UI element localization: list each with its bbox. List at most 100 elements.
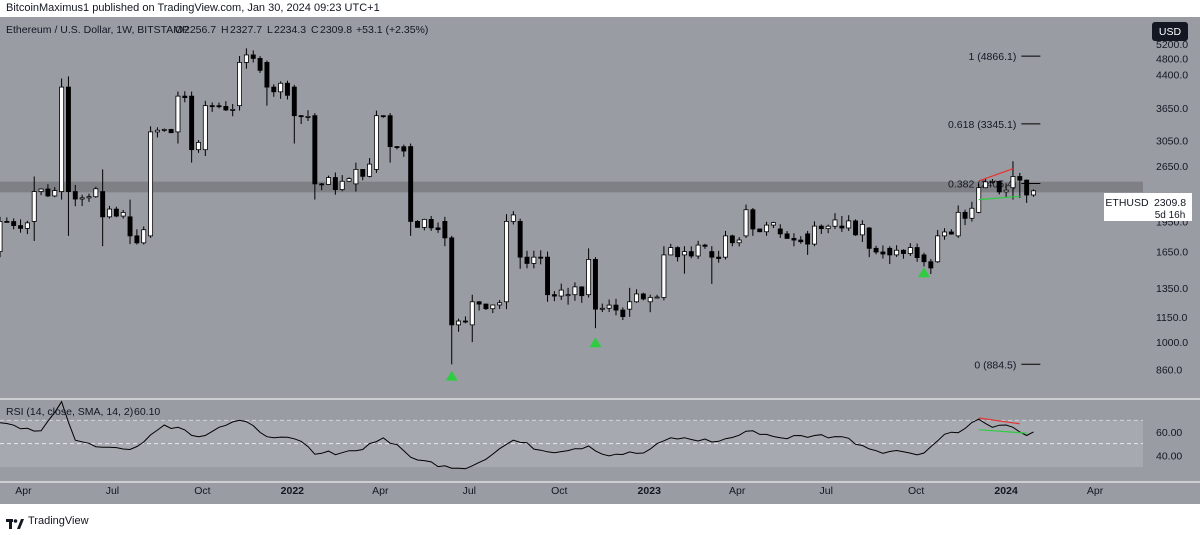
candle-body bbox=[168, 129, 174, 134]
candle-down bbox=[784, 231, 790, 239]
rsi-tick-label: 40.00 bbox=[1156, 450, 1182, 462]
candle-body bbox=[271, 86, 277, 93]
candle-body bbox=[839, 225, 845, 229]
candle-body bbox=[668, 247, 674, 256]
candle-up bbox=[743, 204, 749, 238]
chart-svg[interactable]: 1 (4866.1)0.618 (3345.1)0.382 (2405.4)0 … bbox=[0, 17, 1200, 504]
candle-up bbox=[510, 211, 516, 225]
candle-body bbox=[887, 247, 893, 256]
candle-body bbox=[524, 256, 530, 264]
ohlc-change: +53.1 (+2.35%) bbox=[356, 24, 428, 36]
time-tick-label: Apr bbox=[372, 485, 389, 497]
candle-down bbox=[620, 307, 626, 320]
candle-body bbox=[743, 209, 749, 237]
candle-body bbox=[360, 169, 366, 177]
candle-up bbox=[421, 218, 427, 231]
candle-body bbox=[31, 191, 37, 222]
candle-body bbox=[606, 304, 612, 309]
candle-body bbox=[907, 247, 913, 254]
candle-body bbox=[1017, 176, 1023, 181]
candle-body bbox=[812, 225, 817, 245]
candle-body bbox=[100, 191, 106, 218]
candle-up bbox=[764, 221, 770, 236]
candle-body bbox=[38, 188, 44, 192]
candle-body bbox=[900, 249, 906, 254]
ohlc-open-value: 2256.7 bbox=[184, 24, 216, 36]
candle-body bbox=[24, 222, 30, 229]
tradingview-logo[interactable]: TradingView bbox=[6, 515, 89, 529]
candle-up bbox=[846, 215, 852, 232]
candle-down bbox=[524, 250, 530, 269]
candle-body bbox=[476, 301, 482, 305]
time-tick-label: 2022 bbox=[281, 485, 305, 497]
ohlc-open-label: O bbox=[175, 24, 183, 36]
price-tick-label: 5200.0 bbox=[1156, 39, 1188, 51]
candle-body bbox=[11, 221, 17, 227]
candle-down bbox=[729, 234, 735, 247]
last-price-tag bbox=[1104, 193, 1150, 221]
candle-body bbox=[962, 211, 968, 219]
candle-down bbox=[127, 199, 133, 245]
time-tick-label: Oct bbox=[551, 485, 567, 497]
candle-body bbox=[688, 251, 694, 257]
candle-body bbox=[928, 261, 934, 269]
ohlc-low-value: 2234.3 bbox=[274, 24, 306, 36]
candle-body bbox=[1003, 189, 1009, 193]
candle-down bbox=[750, 208, 756, 236]
candle-up bbox=[86, 193, 92, 202]
candle-up bbox=[504, 214, 509, 310]
candle-down bbox=[818, 224, 824, 235]
candle-down bbox=[702, 243, 708, 249]
candle-up bbox=[634, 289, 639, 303]
candle-down bbox=[914, 243, 920, 262]
candle-down bbox=[442, 216, 448, 247]
candle-body bbox=[866, 227, 872, 249]
candle-down bbox=[948, 229, 954, 235]
candle-down bbox=[401, 144, 407, 157]
candle-up bbox=[497, 300, 503, 309]
candle-body bbox=[175, 95, 181, 133]
currency-button[interactable] bbox=[1152, 22, 1188, 41]
candle-down bbox=[168, 128, 174, 134]
candle-body bbox=[579, 286, 585, 297]
rsi-line bbox=[0, 400, 1034, 470]
candle-down bbox=[189, 91, 195, 163]
candle-body bbox=[196, 142, 201, 151]
candle-body bbox=[921, 254, 927, 263]
candle-up bbox=[196, 140, 201, 153]
candle-body bbox=[223, 106, 229, 111]
candle-up bbox=[695, 240, 701, 259]
candle-up bbox=[230, 103, 236, 117]
candle-down bbox=[271, 84, 277, 97]
candle-body bbox=[948, 231, 954, 235]
candle-body bbox=[182, 95, 188, 98]
candle-body bbox=[148, 131, 154, 237]
candle-up bbox=[955, 205, 961, 238]
time-tick-label: 2023 bbox=[638, 485, 662, 497]
candle-down bbox=[805, 230, 811, 255]
candle-down bbox=[209, 102, 215, 112]
candle-up bbox=[812, 221, 817, 247]
candle-down bbox=[640, 292, 646, 301]
rsi-tick-label: 60.00 bbox=[1156, 427, 1182, 439]
price-tick-label: 4400.0 bbox=[1156, 69, 1188, 81]
candle-body bbox=[517, 221, 523, 258]
candle-body bbox=[764, 224, 770, 233]
candle-body bbox=[846, 220, 852, 229]
candle-body bbox=[0, 221, 3, 252]
candle-body bbox=[675, 247, 681, 258]
bottom-marker bbox=[445, 370, 458, 381]
candle-down bbox=[716, 250, 722, 263]
candle-down bbox=[1024, 179, 1030, 203]
candle-up bbox=[935, 229, 941, 263]
candle-body bbox=[435, 227, 441, 230]
bottom-marker bbox=[917, 267, 930, 278]
candle-body bbox=[305, 115, 311, 118]
candle-down bbox=[4, 217, 10, 223]
candle-body bbox=[983, 181, 989, 189]
candle-up bbox=[79, 194, 85, 207]
time-tick-label: 2024 bbox=[994, 485, 1018, 497]
candle-body bbox=[853, 220, 858, 236]
candle-body bbox=[818, 225, 824, 230]
chart-area[interactable]: 1 (4866.1) 0.618 (3345.1) 0.382 (2405.4) 0 … bbox=[0, 17, 1200, 504]
